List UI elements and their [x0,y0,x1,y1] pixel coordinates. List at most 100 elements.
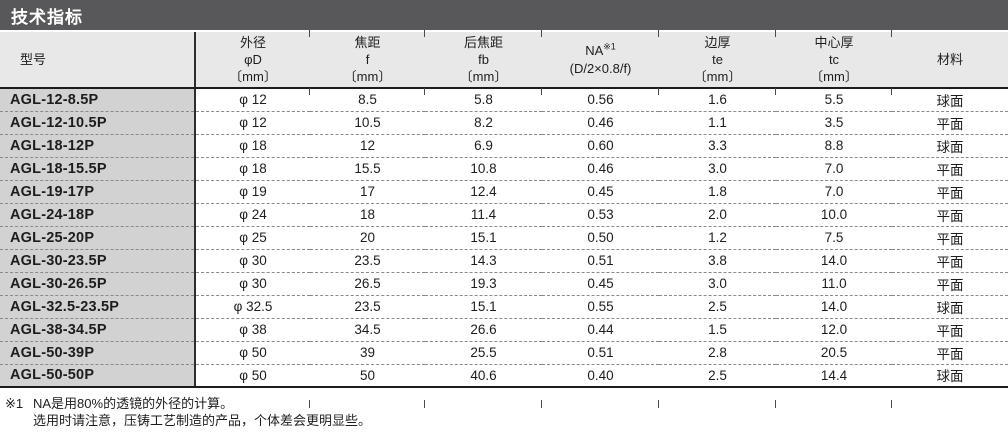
column-boundary-tick [775,400,776,408]
cell-model: AGL-38-34.5P [0,318,196,342]
table-row: AGL-50-39P φ 50 39 25.5 0.51 2.8 20.5 平面 [0,341,1008,365]
cell-center-thickness: 11.0 [776,272,892,296]
cell-focal-length: 34.5 [310,318,425,342]
cell-edge-thickness: 1.8 [659,180,776,204]
cell-edge-thickness: 3.0 [659,157,776,181]
cell-focal-length: 18 [310,203,425,227]
cell-center-thickness: 12.0 [776,318,892,342]
cell-na: 0.44 [542,318,659,342]
section-title-bar: 技术指标 [0,0,1008,30]
cell-model: AGL-12-8.5P [0,88,196,112]
cell-outer-diameter: φ 18 [195,134,310,158]
table-row: AGL-18-12P φ 18 12 6.9 0.60 3.3 8.8 球面 [0,134,1008,158]
table-row: AGL-50-50P φ 50 50 40.6 0.40 2.5 14.4 球面 [0,364,1008,388]
cell-focal-length: 26.5 [310,272,425,296]
cell-model: AGL-30-26.5P [0,272,196,296]
column-boundary-tick [424,88,425,95]
cell-center-thickness: 14.0 [776,295,892,319]
cell-material: 平面 [892,226,1008,250]
cell-na: 0.56 [542,88,659,112]
cell-na: 0.60 [542,134,659,158]
column-boundary-tick [309,30,310,37]
cell-outer-diameter: φ 25 [195,226,310,250]
cell-back-focal-length: 5.8 [425,88,542,112]
cell-material: 平面 [892,180,1008,204]
cell-edge-thickness: 1.2 [659,226,776,250]
cell-material: 球面 [892,364,1008,388]
cell-edge-thickness: 2.5 [659,364,776,388]
cell-na: 0.46 [542,111,659,135]
column-boundary-tick [541,30,542,37]
spec-table-wrap: 型号 外径 φD 〔mm〕 焦距 f 〔mm〕 后焦距 fb 〔mm〕 NA※1 (D/2×0.8/f… [0,30,1008,408]
cell-focal-length: 39 [310,341,425,365]
cell-back-focal-length: 19.3 [425,272,542,296]
column-boundary-tick [541,400,542,408]
column-boundary-tick [424,400,425,408]
cell-outer-diameter: φ 18 [195,157,310,181]
cell-center-thickness: 20.5 [776,341,892,365]
cell-center-thickness: 5.5 [776,88,892,112]
cell-center-thickness: 3.5 [776,111,892,135]
cell-model: AGL-19-17P [0,180,196,204]
cell-back-focal-length: 8.2 [425,111,542,135]
table-row: AGL-24-18P φ 24 18 11.4 0.53 2.0 10.0 平面 [0,203,1008,227]
cell-center-thickness: 10.0 [776,203,892,227]
column-header-focal-length: 焦距 f 〔mm〕 [310,32,425,89]
column-header-na: NA※1 (D/2×0.8/f) [542,32,659,89]
cell-model: AGL-32.5-23.5P [0,295,196,319]
table-row: AGL-38-34.5P φ 38 34.5 26.6 0.44 1.5 12.0 平面 [0,318,1008,342]
cell-center-thickness: 7.0 [776,180,892,204]
cell-edge-thickness: 2.0 [659,203,776,227]
cell-model: AGL-18-15.5P [0,157,196,181]
table-row: AGL-30-26.5P φ 30 26.5 19.3 0.45 3.0 11.0 平面 [0,272,1008,296]
cell-center-thickness: 7.5 [776,226,892,250]
cell-material: 平面 [892,203,1008,227]
table-row: AGL-25-20P φ 25 20 15.1 0.50 1.2 7.5 平面 [0,226,1008,250]
column-boundary-tick [775,88,776,95]
cell-back-focal-length: 15.1 [425,226,542,250]
cell-na: 0.45 [542,272,659,296]
column-boundary-tick [424,30,425,37]
cell-material: 平面 [892,157,1008,181]
cell-outer-diameter: φ 50 [195,341,310,365]
column-boundary-tick [658,400,659,408]
cell-back-focal-length: 11.4 [425,203,542,227]
cell-model: AGL-30-23.5P [0,249,196,273]
cell-center-thickness: 14.0 [776,249,892,273]
cell-material: 平面 [892,249,1008,273]
column-header-edge-thickness: 边厚 te 〔mm〕 [659,32,776,89]
cell-edge-thickness: 1.5 [659,318,776,342]
table-row: AGL-18-15.5P φ 18 15.5 10.8 0.46 3.0 7.0 平面 [0,157,1008,181]
column-boundary-tick [891,400,892,408]
cell-na: 0.53 [542,203,659,227]
cell-na: 0.51 [542,341,659,365]
cell-focal-length: 20 [310,226,425,250]
footnote-mark: ※1 [5,396,24,411]
cell-outer-diameter: φ 32.5 [195,295,310,319]
column-boundary-tick [309,88,310,95]
cell-na: 0.45 [542,180,659,204]
cell-edge-thickness: 1.6 [659,88,776,112]
cell-back-focal-length: 12.4 [425,180,542,204]
cell-edge-thickness: 3.0 [659,272,776,296]
cell-focal-length: 12 [310,134,425,158]
footnote-line-2: 选用时请注意，压铸工艺制造的产品，个体差会更明显些。 [33,413,372,428]
cell-outer-diameter: φ 38 [195,318,310,342]
cell-material: 平面 [892,318,1008,342]
cell-back-focal-length: 25.5 [425,341,542,365]
table-row: AGL-19-17P φ 19 17 12.4 0.45 1.8 7.0 平面 [0,180,1008,204]
cell-back-focal-length: 15.1 [425,295,542,319]
header-row: 型号 外径 φD 〔mm〕 焦距 f 〔mm〕 后焦距 fb 〔mm〕 NA※1 (D/2×0.8/f… [0,32,1008,89]
column-boundary-tick [541,88,542,95]
cell-outer-diameter: φ 24 [195,203,310,227]
cell-outer-diameter: φ 12 [195,111,310,135]
cell-na: 0.50 [542,226,659,250]
cell-focal-length: 50 [310,364,425,388]
cell-na: 0.40 [542,364,659,388]
cell-focal-length: 8.5 [310,88,425,112]
cell-focal-length: 15.5 [310,157,425,181]
column-header-material: 材料 [892,32,1008,89]
footnotes: ※1 NA是用80%的透镜的外径的计算。 选用时请注意，压铸工艺制造的产品，个体… [0,395,1008,429]
cell-model: AGL-12-10.5P [0,111,196,135]
